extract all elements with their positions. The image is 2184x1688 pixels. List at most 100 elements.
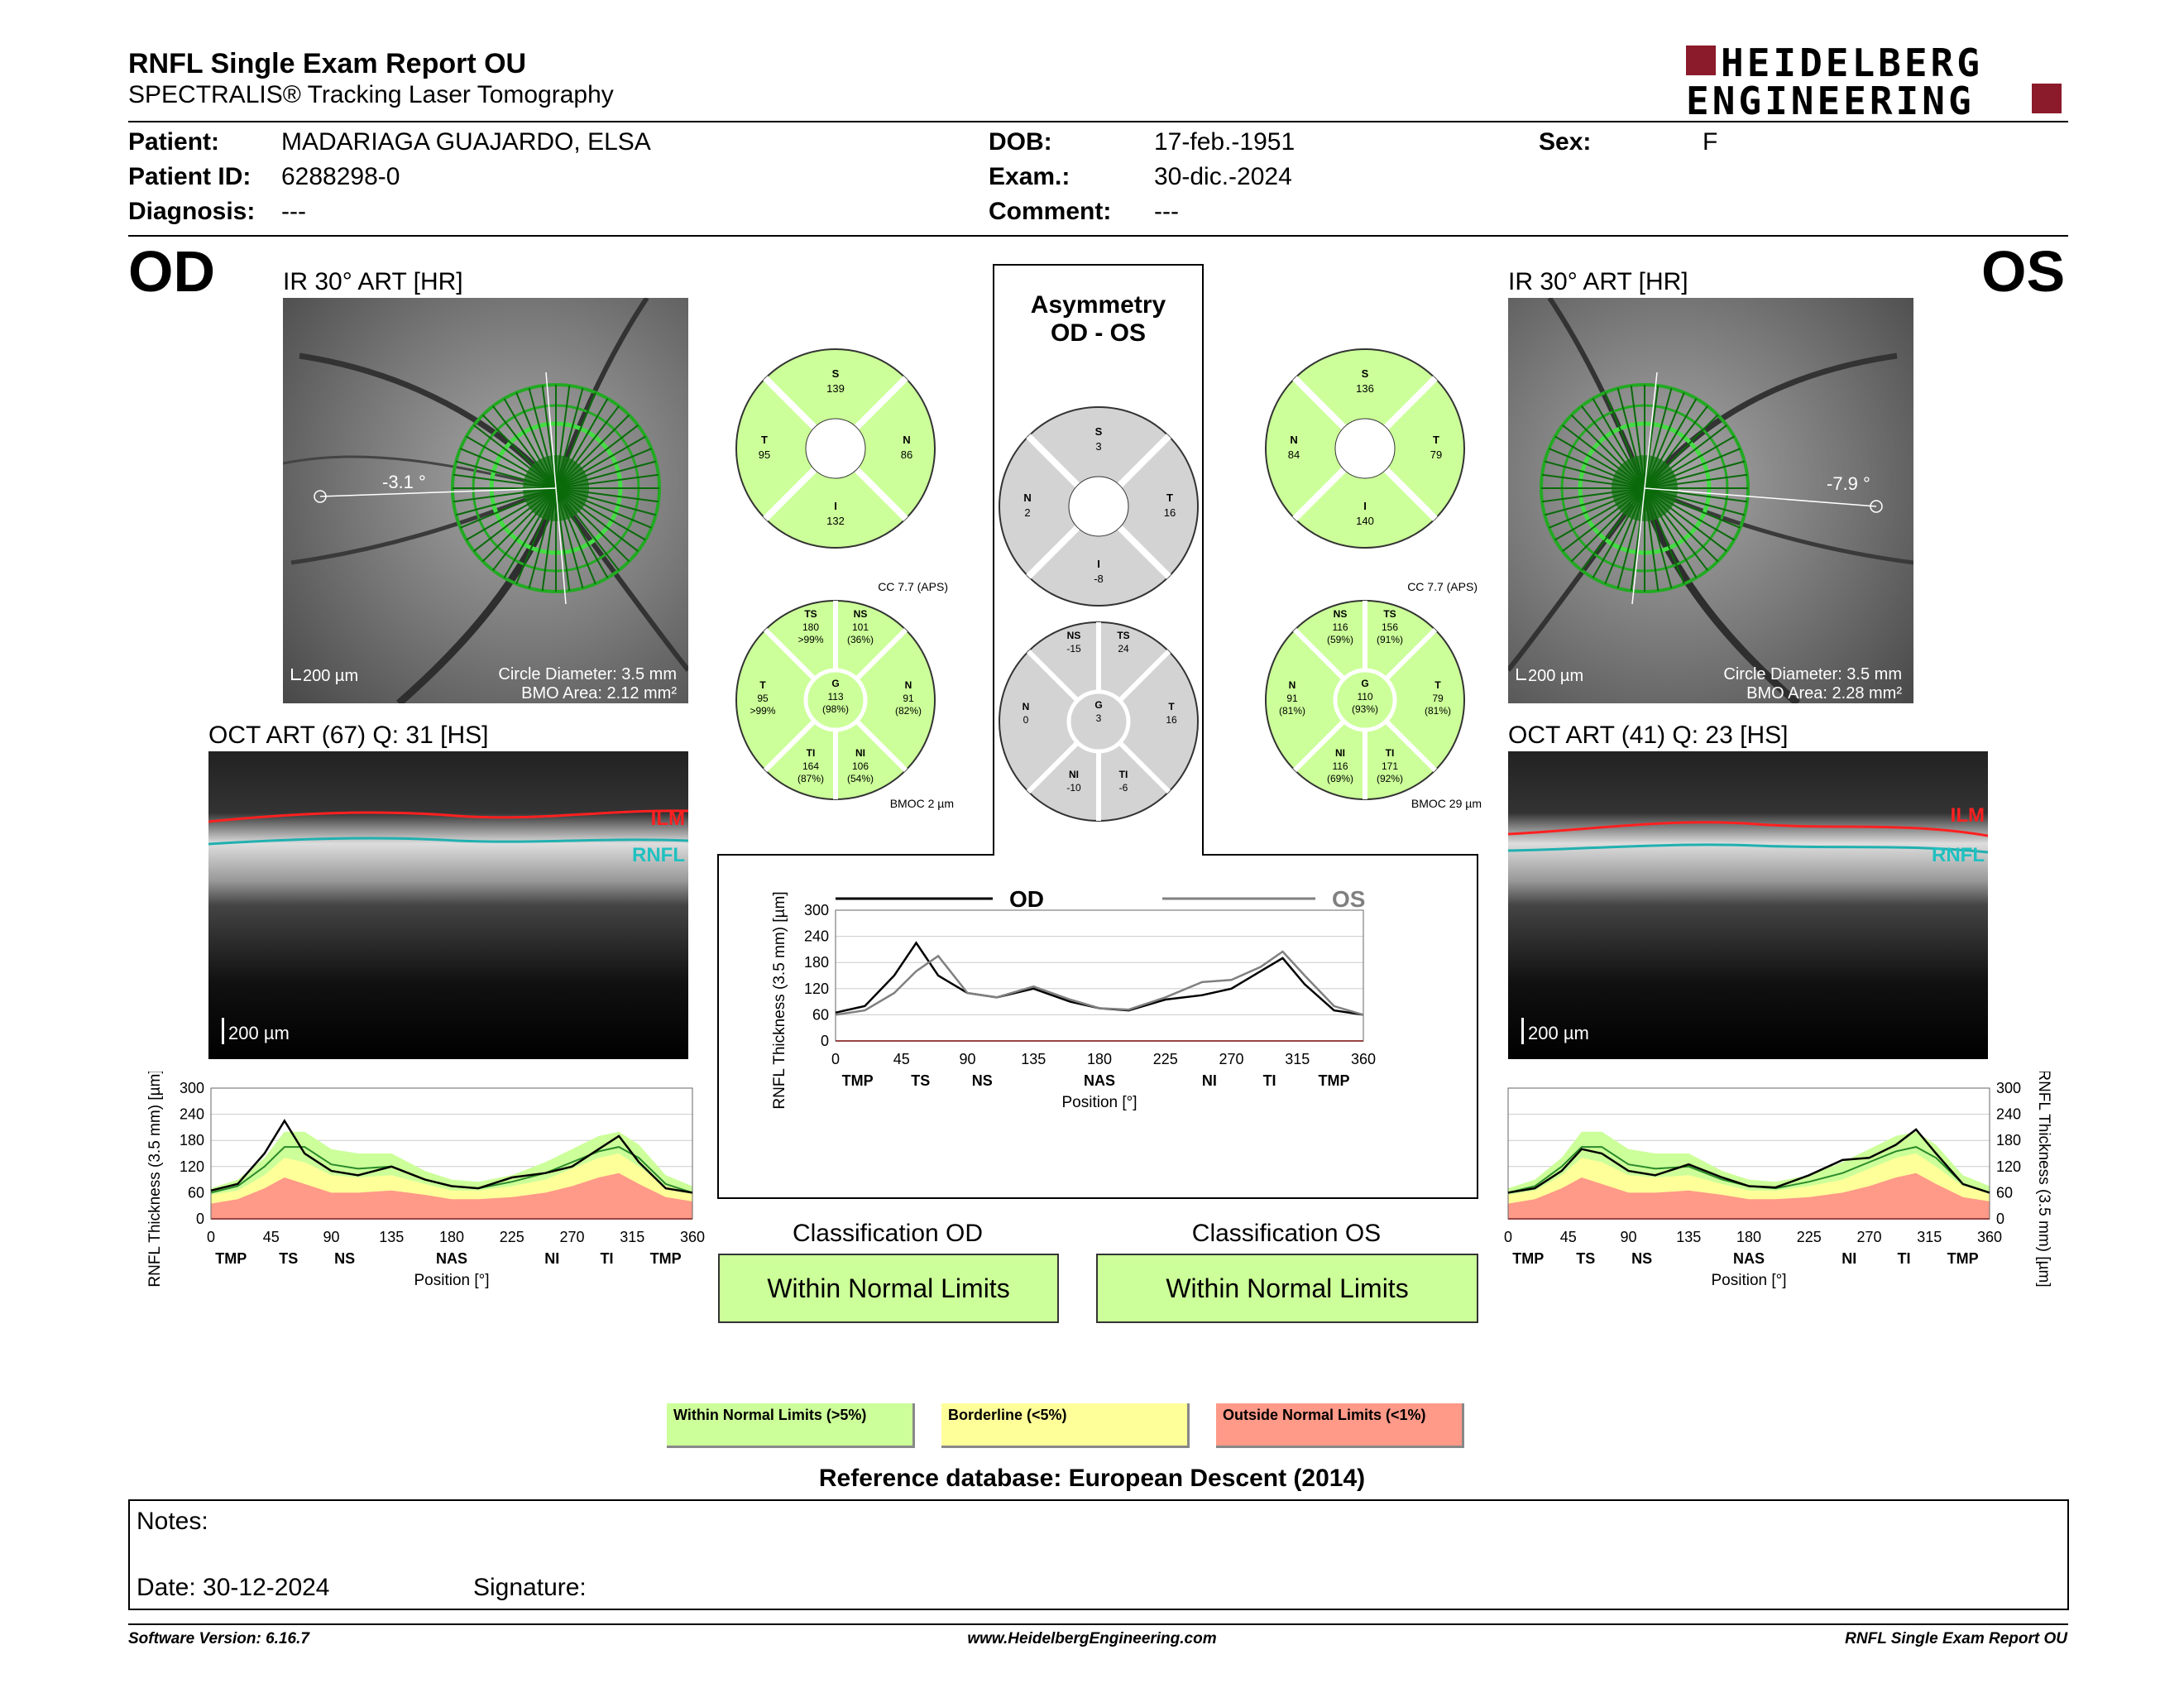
notes-box[interactable]: Notes: Date: 30-12-2024 Signature: xyxy=(128,1499,2069,1610)
sector-tick-label: TMP xyxy=(842,1072,874,1089)
x-tick-label: 0 xyxy=(207,1229,215,1245)
od6-letter-ti: TI xyxy=(807,747,816,759)
od6-value-ti: 164 xyxy=(802,760,819,772)
os-circle-diameter: Circle Diameter: 3.5 mm xyxy=(1723,665,1902,683)
x-tick-label: 180 xyxy=(1736,1229,1761,1245)
sex-value: F xyxy=(1703,128,1718,156)
od6-letter-g: G xyxy=(831,678,839,689)
sector-tick-label: TS xyxy=(911,1072,930,1089)
as6-value-n: 0 xyxy=(1023,714,1029,726)
y-tick-label: 180 xyxy=(180,1132,204,1149)
legend-within-normal: Within Normal Limits (>5%) xyxy=(667,1403,915,1448)
od-oct-scale: 200 µm xyxy=(228,1023,290,1043)
x-tick-label: 270 xyxy=(1856,1229,1881,1245)
as4-value-n: 2 xyxy=(1024,506,1030,519)
exam-value: 30-dic.-2024 xyxy=(1154,163,1292,190)
legend-outside-normal: Outside Normal Limits (<1%) xyxy=(1216,1403,1464,1448)
reference-database: Reference database: European Descent (20… xyxy=(818,1465,1366,1492)
x-tick-label: 135 xyxy=(1676,1229,1701,1245)
y-axis-label: RNFL Thickness (3.5 mm) [µm] xyxy=(771,891,788,1109)
info-divider xyxy=(128,235,2068,237)
series-line-s0 xyxy=(210,1119,693,1194)
os4-value-s: 136 xyxy=(1356,382,1374,395)
sector-tick-label: TS xyxy=(1576,1250,1595,1267)
os4-value-i: 140 xyxy=(1356,515,1374,527)
os-sector-6: NS116(59%)TS156(91%)N91(81%)G110(93%)T79… xyxy=(1265,600,1465,800)
date-label: Date: 30-12-2024 xyxy=(136,1574,330,1601)
sector-tick-label: NI xyxy=(1202,1072,1217,1089)
y-tick-label: 180 xyxy=(804,954,829,971)
os4-letter-n: N xyxy=(1290,434,1297,446)
os4-letter-s: S xyxy=(1362,367,1369,380)
classification-od-value: Within Normal Limits xyxy=(718,1254,1059,1323)
asymmetry-frame xyxy=(717,264,1478,1199)
asym-sector-4: S 3 I -8 N 2 T 16 xyxy=(999,406,1199,607)
classification-od-label: Classification OD xyxy=(792,1220,984,1247)
y-tick-label: 240 xyxy=(180,1106,204,1123)
od6-value-ti-pct: (87%) xyxy=(797,773,824,784)
os-ilm-label: ILM xyxy=(1950,804,1985,827)
as6-value-ns: -15 xyxy=(1066,643,1081,655)
od4-letter-s: S xyxy=(832,367,840,380)
plot-frame xyxy=(1507,1087,1990,1220)
diagnosis-value: --- xyxy=(281,198,306,225)
od-bmo-area: BMO Area: 2.12 mm² xyxy=(521,684,677,703)
os6-value-ts-pct: (91%) xyxy=(1377,634,1403,645)
asym-sector-6: NS -15 TS 24 N 0 G3 T 16 NI -10 TI -6 xyxy=(999,621,1199,822)
sector-tick-label: NAS xyxy=(1733,1250,1765,1267)
od-scale-label: 200 µm xyxy=(303,667,359,685)
os6-value-ti: 171 xyxy=(1382,760,1398,772)
os6-value-n: 91 xyxy=(1286,693,1298,704)
y-tick-label: 300 xyxy=(804,902,829,918)
sector-tick-label: TI xyxy=(601,1250,614,1267)
os-oct-caption: OCT ART (41) Q: 23 [HS] xyxy=(1508,722,1789,749)
as6-value-ni: -10 xyxy=(1066,782,1081,794)
as6-letter-g: G xyxy=(1094,699,1102,711)
od-sector-4: S 139 I 132 T 95 N 86 xyxy=(735,348,936,549)
od-circle-diameter: Circle Diameter: 3.5 mm xyxy=(498,665,677,683)
os4-letter-t: T xyxy=(1433,434,1439,446)
footer-report-name: RNFL Single Exam Report OU xyxy=(1845,1630,2067,1647)
software-version: Software Version: 6.16.7 xyxy=(128,1630,309,1647)
x-tick-label: 315 xyxy=(1285,1051,1310,1067)
od-oct-scale-bar xyxy=(222,1018,224,1044)
y-tick-label: 60 xyxy=(812,1006,829,1023)
os-sector-4: S 136 I 140 N 84 T 79 xyxy=(1265,348,1465,549)
od4-value-s: 139 xyxy=(826,382,845,395)
y-axis-label: RNFL Thickness (3.5 mm) [µm] xyxy=(2035,1072,2052,1288)
os6-letter-ns: NS xyxy=(1334,608,1348,620)
od6-letter-n: N xyxy=(905,679,912,691)
os-oct-scale: 200 µm xyxy=(1528,1023,1589,1043)
sector-tick-label: TI xyxy=(1263,1072,1276,1089)
y-tick-label: 60 xyxy=(1996,1184,2013,1201)
os6-letter-ni: NI xyxy=(1335,747,1345,759)
os-cc-label: CC 7.7 (APS) xyxy=(1407,580,1478,593)
heidelberg-logo: HEIDELBERG ENGINEERING xyxy=(1686,41,2067,123)
sex-label: Sex: xyxy=(1539,128,1592,156)
od-sector-6: TS180>99%NS101(36%)T95>99%G113(98%)N91(8… xyxy=(735,600,936,800)
as6-letter-ns: NS xyxy=(1067,630,1081,641)
od4-letter-i: I xyxy=(834,500,837,512)
sector-tick-label: TMP xyxy=(1512,1250,1544,1267)
x-tick-label: 225 xyxy=(1153,1051,1178,1067)
od-cc-label: CC 7.7 (APS) xyxy=(878,580,948,593)
os4-value-t: 79 xyxy=(1430,448,1442,461)
os-fundus-image: -7.9 ° 200 µm Circle Diameter: 3.5 mm BM… xyxy=(1508,298,1913,703)
legend-os-label: OS xyxy=(1332,886,1365,912)
sector-tick-label: NAS xyxy=(1084,1072,1115,1089)
legend-od-label: OD xyxy=(1009,886,1044,912)
os6-value-ni: 116 xyxy=(1332,760,1348,772)
notes-label: Notes: xyxy=(136,1508,208,1535)
footer-url[interactable]: www.HeidelbergEngineering.com xyxy=(967,1630,1217,1647)
comment-label: Comment: xyxy=(989,198,1112,225)
x-axis-label: Position [°] xyxy=(1061,1094,1137,1111)
od-oct-bscan: ILM RNFL 200 µm xyxy=(208,751,688,1059)
y-tick-label: 240 xyxy=(1996,1106,2021,1123)
od6-value-ni-pct: (54%) xyxy=(847,773,874,784)
band-red xyxy=(211,1172,692,1219)
os6-value-ns: 116 xyxy=(1332,621,1348,633)
y-tick-label: 0 xyxy=(821,1033,829,1049)
series-line-os xyxy=(835,950,1364,1016)
